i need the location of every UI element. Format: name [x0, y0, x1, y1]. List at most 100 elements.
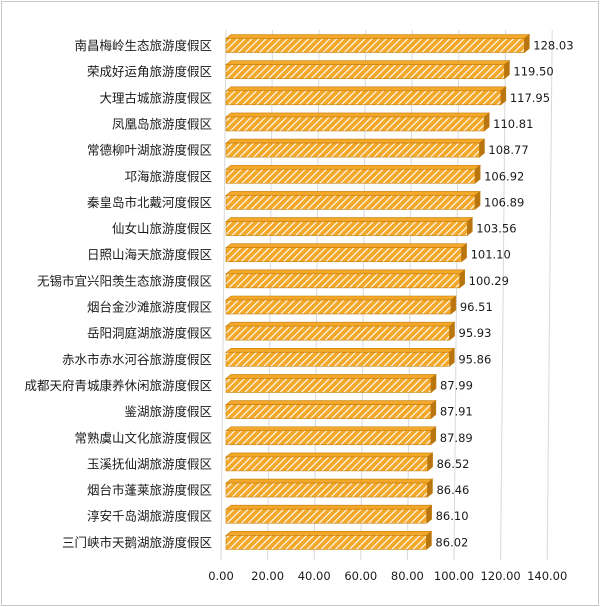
- gridline: [220, 29, 227, 561]
- bar-top-face: [225, 164, 481, 170]
- category-label: 常熟虞山文化旅游度假区: [74, 430, 212, 445]
- bar-front-face: [225, 325, 450, 341]
- bar-side-face: [430, 373, 437, 394]
- bar-top-face: [225, 86, 507, 92]
- category-labels: 南昌梅岭生态旅游度假区荣成好运角旅游度假区大理古城旅游度假区凤凰岛旅游度假区常德…: [24, 38, 212, 550]
- category-label: 玉溪抚仙湖旅游度假区: [87, 456, 212, 471]
- x-tick-label: 120.00: [480, 569, 520, 583]
- bar-top-face: [225, 321, 456, 327]
- category-label: 邛海旅游度假区: [124, 169, 212, 184]
- value-label: 86.52: [437, 457, 470, 471]
- bar: [225, 530, 433, 550]
- bar: [225, 243, 468, 263]
- bar-side-face: [426, 504, 432, 524]
- bar-front-face: [225, 142, 480, 158]
- x-tick-label: 40.00: [298, 569, 331, 583]
- bar-side-face: [524, 33, 530, 54]
- bar-front-face: [225, 168, 476, 184]
- bar-front-face: [225, 508, 427, 524]
- bar-top-face: [225, 269, 466, 275]
- category-label: 成都天府青城康养休闲旅游度假区: [24, 378, 212, 393]
- bar-front-face: [225, 273, 460, 289]
- category-label: 岳阳洞庭湖旅游度假区: [87, 326, 212, 341]
- bar-front-face: [225, 351, 450, 367]
- value-label: 86.10: [436, 509, 469, 523]
- bar: [225, 347, 456, 367]
- bar-front-face: [225, 38, 525, 53]
- bar: [225, 399, 437, 420]
- x-tick-label: 100.00: [434, 569, 474, 583]
- category-label: 仙女山旅游度假区: [112, 221, 212, 236]
- value-label: 128.03: [533, 39, 573, 53]
- bar-front-face: [225, 299, 452, 315]
- bar: [225, 138, 486, 158]
- gridline: [500, 29, 507, 561]
- value-label: 87.89: [440, 431, 473, 445]
- x-tick-label: 0.00: [208, 569, 234, 583]
- category-label: 凤凰岛旅游度假区: [112, 116, 212, 131]
- bar-front-face: [225, 64, 505, 79]
- bar: [225, 504, 433, 524]
- bar: [225, 164, 481, 184]
- value-label: 96.51: [460, 300, 493, 314]
- bar-front-face: [225, 90, 502, 106]
- bar-top-face: [225, 138, 486, 144]
- bar-side-face: [474, 164, 481, 184]
- category-label: 秦皇岛市北戴河度假区: [87, 195, 212, 210]
- bar-side-face: [466, 216, 473, 237]
- bar-side-face: [430, 399, 437, 420]
- category-label: 三门峡市天鹅湖旅游度假区: [62, 535, 212, 550]
- x-tick-label: 60.00: [344, 569, 377, 583]
- gridline: [546, 29, 553, 561]
- bar-top-face: [225, 217, 474, 222]
- bar: [225, 190, 481, 211]
- bar-top-face: [225, 295, 457, 301]
- bar-side-face: [449, 321, 455, 341]
- bar-side-face: [479, 138, 485, 158]
- category-label: 烟台金沙滩旅游度假区: [87, 300, 212, 315]
- bar-front-face: [225, 221, 468, 236]
- x-axis-ticks: 0.00 20.00 40.00 60.00 80.00 100.00 120.00 140.…: [208, 569, 567, 583]
- bar-side-face: [474, 190, 481, 211]
- value-label: 119.50: [513, 65, 553, 79]
- bar-top-face: [225, 374, 437, 379]
- x-tick-label: 20.00: [251, 569, 284, 583]
- bar-side-face: [459, 269, 465, 289]
- category-label: 鉴湖旅游度假区: [124, 404, 212, 419]
- bar-side-face: [427, 452, 433, 472]
- bar: [225, 373, 437, 394]
- bar-front-face: [225, 535, 427, 550]
- category-label: 常德柳叶湖旅游度假区: [87, 143, 212, 158]
- value-label: 87.91: [440, 405, 473, 419]
- bar-top-face: [225, 191, 481, 196]
- bar: [225, 216, 474, 237]
- bar: [225, 112, 491, 132]
- category-label: 南昌梅岭生态旅游度假区: [74, 38, 212, 53]
- bar: [225, 86, 507, 106]
- bar: [225, 321, 456, 341]
- bar-side-face: [450, 295, 457, 315]
- bars: [225, 33, 531, 550]
- bar-top-face: [225, 478, 434, 484]
- category-label: 无锡市宜兴阳羡生态旅游度假区: [37, 273, 212, 288]
- bar-front-face: [225, 247, 462, 262]
- bar: [225, 33, 531, 54]
- value-label: 106.92: [484, 169, 524, 183]
- bar-top-face: [225, 60, 511, 65]
- bar-side-face: [500, 86, 507, 106]
- value-label: 100.29: [469, 274, 509, 288]
- bar: [225, 452, 434, 472]
- bar-top-face: [225, 504, 433, 510]
- bar-side-face: [426, 530, 432, 550]
- bar: [225, 269, 466, 289]
- bar-top-face: [225, 452, 434, 458]
- category-label: 荣成好运角旅游度假区: [87, 64, 212, 79]
- bar-top-face: [225, 112, 491, 118]
- bar-top-face: [225, 426, 437, 432]
- bar-top-face: [225, 243, 468, 248]
- category-label: 赤水市赤水河谷旅游度假区: [62, 352, 212, 367]
- category-label: 淳安千岛湖旅游度假区: [87, 509, 212, 524]
- bar-front-face: [225, 404, 432, 419]
- value-label: 86.46: [436, 483, 469, 497]
